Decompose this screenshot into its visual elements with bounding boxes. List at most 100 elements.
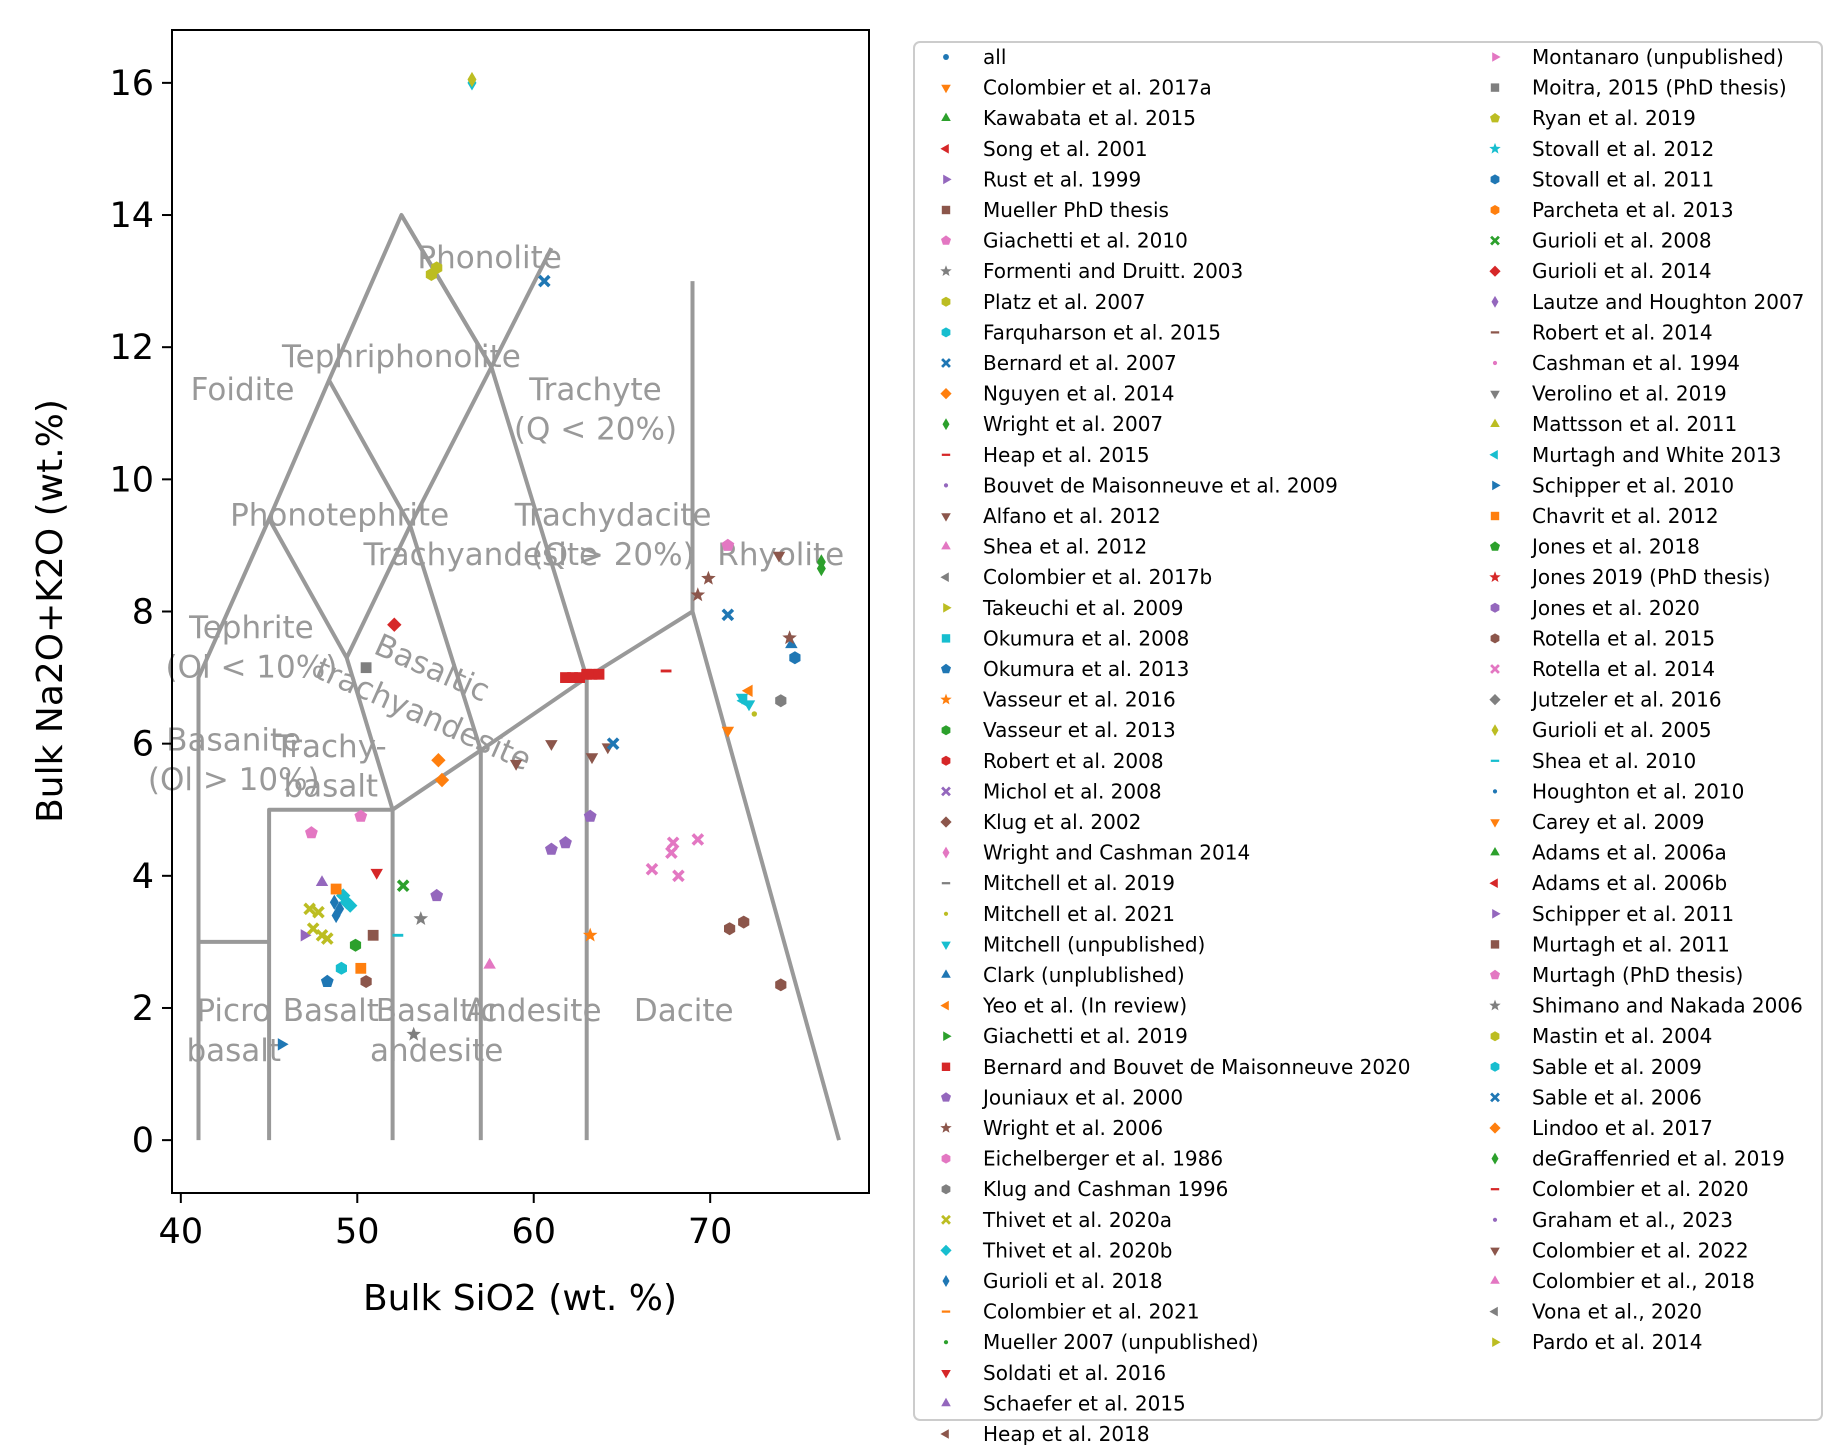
legend-label: Thivet et al. 2020a [982, 1208, 1172, 1232]
legend-marker [1492, 789, 1498, 794]
legend-entry: Gurioli et al. 2014 [1489, 259, 1712, 283]
legend-entry: Sable et al. 2009 [1490, 1055, 1702, 1079]
legend-entry: Colombier et al. 2017a [941, 76, 1212, 100]
legend-marker [1489, 1306, 1498, 1317]
legend-label: Heap et al. 2015 [983, 443, 1150, 467]
legend-marker [941, 725, 951, 736]
legend-label: Vasseur et al. 2013 [983, 718, 1176, 742]
legend-entry: Klug and Cashman 1996 [941, 1177, 1228, 1201]
legend-label: Bouvet de Maisonneuve et al. 2009 [983, 473, 1338, 497]
legend-entry: Song et al. 2001 [940, 137, 1148, 161]
legend-label: Mitchell (unpublished) [983, 932, 1205, 956]
legend-entry: Houghton et al. 2010 [1492, 779, 1744, 803]
legend-entry: Schipper et al. 2010 [1492, 473, 1734, 497]
legend-label: Gurioli et al. 2018 [983, 1269, 1163, 1293]
data-point [434, 772, 450, 788]
y-tick-label: 4 [132, 857, 154, 897]
field-label: Trachydacite [514, 498, 712, 534]
data-point [816, 560, 826, 577]
legend-entry: Cashman et al. 1994 [1492, 351, 1740, 375]
legend-marker [943, 911, 949, 916]
legend-marker [940, 144, 949, 154]
legend-label: Sable et al. 2006 [1532, 1085, 1702, 1109]
legend-label: Giachetti et al. 2010 [983, 229, 1188, 253]
y-axis-label: Bulk Na2O+K2O (wt.%) [30, 399, 71, 823]
legend-marker [1489, 1122, 1501, 1134]
legend-marker [941, 541, 951, 550]
legend-label: Carey et al. 2009 [1532, 810, 1704, 834]
data-point [483, 957, 496, 969]
field-label: Dacite [634, 993, 734, 1029]
data-point [387, 617, 402, 632]
legend-marker [1490, 664, 1500, 674]
data-point [736, 694, 748, 707]
legend-label: Jones et al. 2020 [1530, 596, 1700, 620]
data-point [691, 833, 705, 846]
legend-label: Rust et al. 1999 [983, 167, 1141, 191]
legend-marker [1490, 1061, 1500, 1072]
field-label: Foidite [191, 372, 295, 408]
field-label: basalt [284, 769, 379, 805]
legend-entry: Kawabata et al. 2015 [941, 106, 1196, 130]
legend-entry: Mattsson et al. 2011 [1490, 412, 1737, 436]
data-point [329, 894, 339, 910]
legend-label: Shea et al. 2010 [1532, 749, 1696, 773]
legend-marker [1490, 331, 1500, 334]
legend-entry: Graham et al., 2023 [1492, 1208, 1733, 1232]
legend-marker [940, 693, 952, 705]
legend-entry: Shea et al. 2012 [941, 535, 1147, 559]
legend-label: Graham et al., 2023 [1532, 1208, 1733, 1232]
legend-marker [941, 84, 951, 94]
data-point [303, 902, 316, 916]
data-point [721, 608, 735, 622]
data-point [431, 261, 443, 275]
legend-marker [943, 54, 949, 60]
field-label: (Q > 20%) [532, 537, 695, 573]
legend-marker [941, 882, 951, 885]
data-point [545, 740, 558, 751]
legend-entry: Stovall et al. 2011 [1490, 167, 1714, 191]
legend-entry: Adams et al. 2006a [1490, 841, 1727, 865]
legend-entry: Wright et al. 2007 [942, 412, 1163, 436]
data-point [567, 672, 578, 683]
legend-marker [1490, 205, 1500, 215]
legend-marker [940, 1000, 949, 1011]
legend-label: Jones 2019 (PhD thesis) [1530, 565, 1770, 589]
legend-entry: Moitra, 2015 (PhD thesis) [1490, 76, 1787, 100]
data-point [583, 809, 597, 822]
legend-entry: Wright et al. 2006 [940, 1116, 1163, 1140]
legend-label: Mattsson et al. 2011 [1532, 412, 1737, 436]
data-point [672, 869, 685, 883]
plot-area: PhonoliteFoiditeTephriphonoliteTrachyte(… [148, 29, 870, 1194]
legend-marker [941, 453, 951, 456]
legend-marker [1492, 360, 1498, 366]
legend-marker [1491, 295, 1499, 308]
field-label: Andesite [466, 993, 602, 1029]
legend-entry: Colombier et al. 2021 [941, 1300, 1200, 1324]
legend-label: Takeuchi et al. 2009 [982, 596, 1184, 620]
legend-marker [941, 941, 951, 950]
legend-marker [1490, 390, 1500, 400]
legend-marker [940, 388, 952, 400]
legend-marker [941, 327, 951, 338]
legend-label: Ryan et al. 2019 [1532, 106, 1696, 130]
legend-entry: Murtagh et al. 2011 [1490, 932, 1730, 956]
legend-entry: Adams et al. 2006b [1489, 871, 1727, 895]
legend-label: Colombier et al. 2020 [1532, 1177, 1749, 1201]
legend-marker [1490, 1247, 1500, 1256]
field-label: Basanite [166, 722, 301, 758]
legend-entry: Mitchell (unpublished) [941, 932, 1205, 956]
legend-label: Gurioli et al. 2005 [1532, 718, 1712, 742]
legend-entry: Klug et al. 2002 [940, 810, 1141, 834]
data-point [586, 668, 598, 680]
legend-label: Adams et al. 2006a [1532, 841, 1727, 865]
data-point [721, 538, 735, 551]
legend-label: Alfano et al. 2012 [983, 504, 1161, 528]
legend-marker [940, 1429, 949, 1439]
field-label: andesite [370, 1033, 503, 1069]
legend-entry: Ryan et al. 2019 [1490, 106, 1696, 130]
data-point [300, 929, 312, 942]
legend-label: Jouniaux et al. 2000 [981, 1085, 1183, 1109]
legend-label: Mitchell et al. 2019 [983, 871, 1175, 895]
x-axis-ticks: 40 50 60 70 [159, 1193, 732, 1252]
